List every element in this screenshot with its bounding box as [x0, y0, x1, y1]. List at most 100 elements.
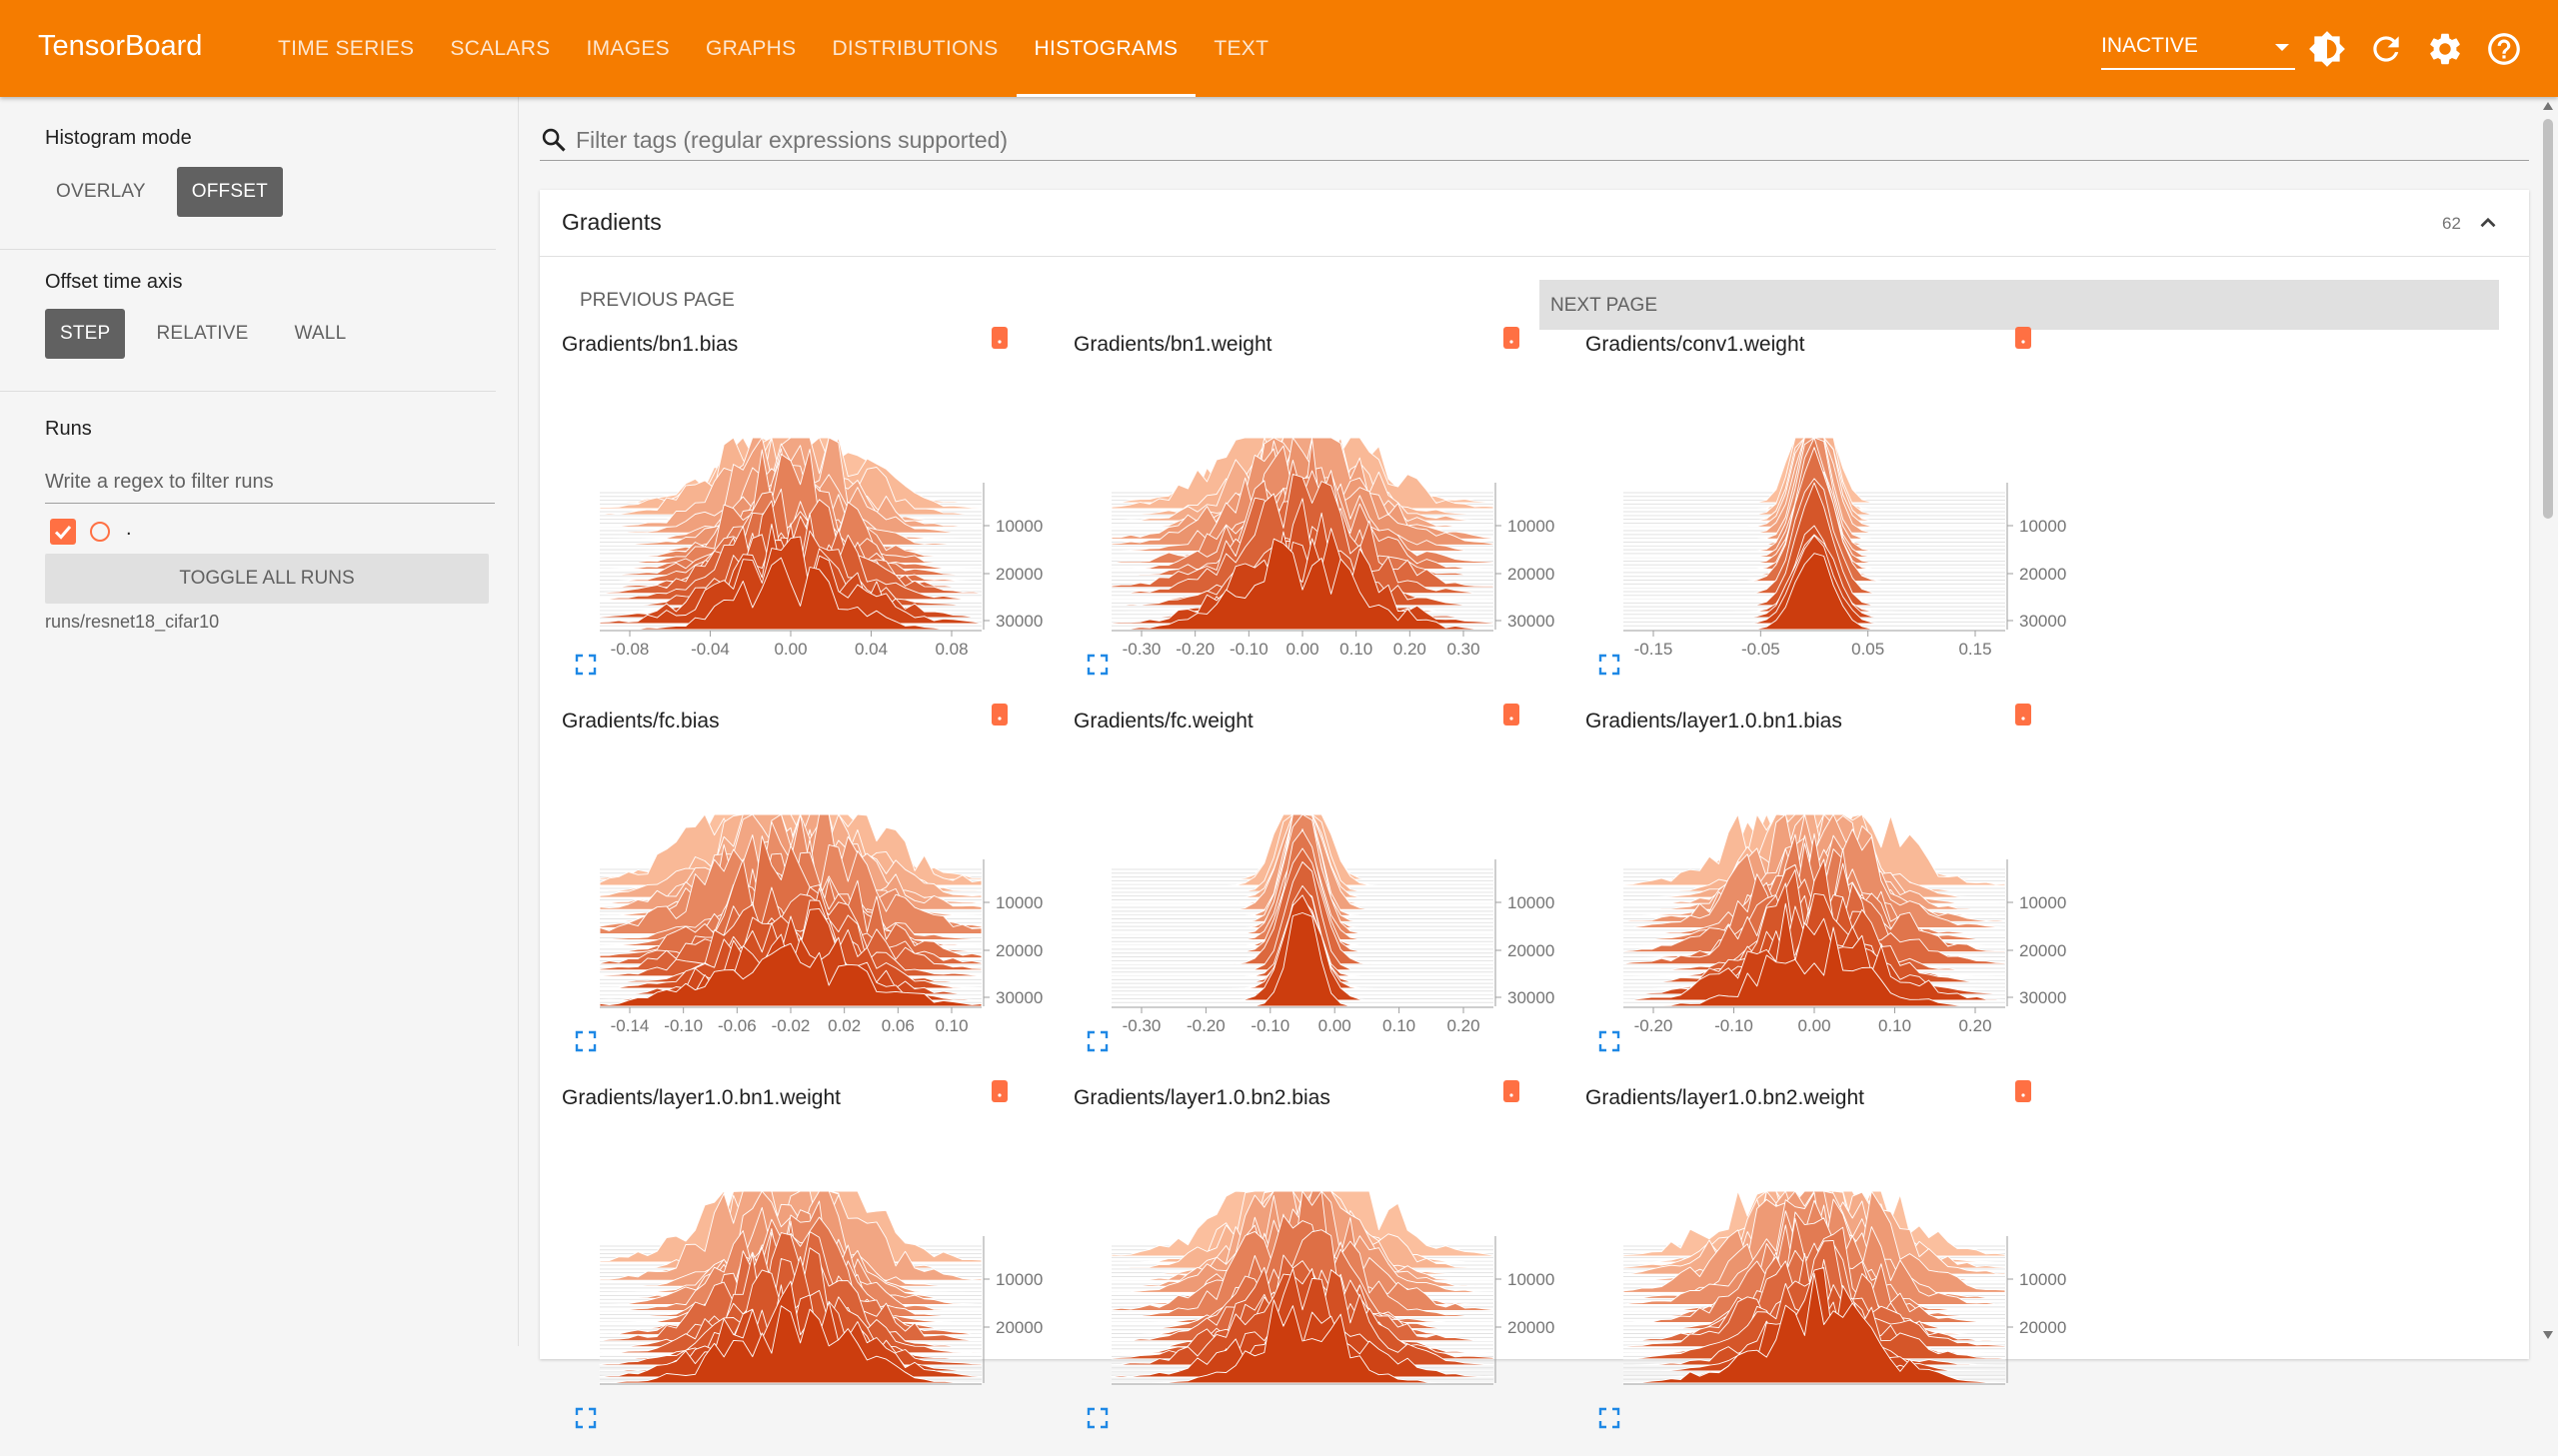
fullscreen-icon[interactable] [1597, 1029, 1621, 1053]
histogram-plot[interactable]: 10000 20000 30000 -0.14 -0.10 -0.06 -0.02 0.02 0… [562, 759, 1062, 1059]
x-tick-label: -0.30 [1123, 1016, 1162, 1035]
scroll-up-arrow-icon[interactable] [2542, 101, 2554, 111]
chevron-up-icon[interactable] [2475, 210, 2501, 236]
fullscreen-icon[interactable] [1086, 653, 1110, 677]
tab-time-series[interactable]: TIME SERIES [278, 36, 415, 60]
y-tick-label: 10000 [1507, 517, 1554, 536]
histogram-plot[interactable]: 10000 20000 30000 -0.30 -0.20 -0.10 0.00 0.10 0.… [1074, 759, 1573, 1059]
y-tick-label: 30000 [2019, 988, 2066, 1007]
x-tick-label: 0.00 [1285, 640, 1318, 659]
category-title: Gradients [562, 209, 662, 235]
help-icon[interactable] [2485, 30, 2523, 68]
histogram-title: Gradients/layer1.0.bn2.weight [1585, 1086, 1864, 1109]
dropdown-arrow-icon [2275, 44, 2289, 51]
run-color-badge-icon [1503, 704, 1519, 726]
histogram-slice [1622, 902, 2006, 1001]
category-header[interactable]: Gradients 62 [540, 190, 2529, 257]
fullscreen-icon[interactable] [1086, 1406, 1110, 1430]
run-color-badge-icon [992, 1080, 1008, 1102]
wall-button[interactable]: WALL [294, 323, 347, 344]
run-checkbox[interactable] [50, 519, 76, 545]
run-color-badge-icon [2015, 704, 2031, 726]
inactive-select-label: INACTIVE [2101, 34, 2198, 57]
x-tick-label: -0.20 [1187, 1016, 1226, 1035]
tab-text[interactable]: TEXT [1214, 36, 1270, 60]
x-tick-label: 0.20 [1958, 1016, 1991, 1035]
refresh-icon[interactable] [2367, 30, 2405, 68]
y-tick-label: 30000 [1507, 612, 1554, 631]
tab-images[interactable]: IMAGES [586, 36, 670, 60]
next-page-button[interactable]: NEXT PAGE [1539, 280, 2499, 330]
fullscreen-icon[interactable] [574, 1406, 598, 1430]
run-color-badge-icon [1503, 327, 1519, 349]
dashboard-tabs: TIME SERIES SCALARS IMAGES GRAPHS DISTRI… [260, 0, 1286, 97]
x-tick-label: 0.15 [1958, 640, 1991, 659]
run-color-badge-icon [1503, 1080, 1519, 1102]
histogram-plot[interactable]: 10000 20000 [1074, 1136, 1573, 1436]
y-tick-label: 20000 [1507, 565, 1554, 584]
y-tick-label: 10000 [2019, 517, 2066, 536]
histogram-plot[interactable]: 10000 20000 30000 -0.30 -0.20 -0.10 0.00 0.10 0.… [1074, 383, 1573, 683]
run-name-text: runs/resnet18_cifar10 [45, 612, 220, 632]
app-title: TensorBoard [38, 30, 203, 62]
tag-filter-input[interactable]: Filter tags (regular expressions support… [540, 118, 2529, 161]
tab-graphs[interactable]: GRAPHS [705, 36, 797, 60]
scroll-down-arrow-icon[interactable] [2542, 1330, 2554, 1340]
toggle-all-runs-button[interactable]: TOGGLE ALL RUNS [45, 554, 489, 604]
y-tick-label: 10000 [996, 517, 1043, 536]
fullscreen-icon[interactable] [1597, 1406, 1621, 1430]
histogram-mode-section: Histogram mode OVERLAY OFFSET [0, 97, 496, 250]
x-tick-label: 0.05 [1851, 640, 1884, 659]
y-tick-label: 30000 [2019, 612, 2066, 631]
previous-page-button[interactable]: PREVIOUS PAGE [580, 290, 735, 311]
step-button[interactable]: STEP [45, 309, 126, 359]
tab-scalars[interactable]: SCALARS [450, 36, 551, 60]
histogram-plot[interactable]: 10000 20000 30000 -0.08 -0.04 0.00 0.04 0.08 [562, 383, 1062, 683]
y-tick-label: 20000 [2019, 1318, 2066, 1337]
inactive-dashboards-select[interactable]: INACTIVE [2101, 34, 2295, 70]
x-tick-label: 0.10 [935, 1016, 968, 1035]
fullscreen-icon[interactable] [574, 653, 598, 677]
brightness-icon[interactable] [2308, 30, 2346, 68]
histogram-plot[interactable]: 10000 20000 30000 -0.15 -0.05 0.05 0.15 [1585, 383, 2085, 683]
time-axis-section: Offset time axis STEP RELATIVE WALL [0, 249, 496, 392]
x-tick-label: 0.10 [1339, 640, 1372, 659]
histogram-card: Gradients/layer1.0.bn1.bias 10000 20000 300… [1585, 704, 2085, 1079]
fullscreen-icon[interactable] [574, 1029, 598, 1053]
tab-distributions[interactable]: DISTRIBUTIONS [832, 36, 999, 60]
y-tick-label: 10000 [1507, 893, 1554, 912]
x-tick-label: -0.10 [664, 1016, 703, 1035]
scrollbar-thumb[interactable] [2543, 119, 2553, 519]
histogram-slice [1622, 926, 2006, 1007]
histogram-plot[interactable]: 10000 20000 30000 -0.20 -0.10 0.00 0.10 0.20 [1585, 759, 2085, 1059]
relative-button[interactable]: RELATIVE [156, 323, 249, 344]
tag-filter-placeholder: Filter tags (regular expressions support… [576, 127, 1009, 153]
page-scrollbar[interactable] [2538, 97, 2558, 1346]
run-color-badge-icon [992, 704, 1008, 726]
fullscreen-icon[interactable] [1597, 653, 1621, 677]
y-tick-label: 30000 [996, 612, 1043, 631]
overlay-button[interactable]: OVERLAY [56, 181, 146, 202]
x-tick-label: 0.08 [935, 640, 968, 659]
histogram-card: Gradients/layer1.0.bn2.weight 10000 20000 [1585, 1080, 2085, 1456]
histogram-plot[interactable]: 10000 20000 [562, 1136, 1062, 1436]
y-tick-label: 20000 [996, 941, 1043, 960]
histogram-slice [599, 536, 983, 625]
x-tick-label: -0.10 [1251, 1016, 1289, 1035]
offset-button[interactable]: OFFSET [176, 167, 283, 217]
gradients-category-card: Gradients 62 PREVIOUS PAGE NEXT PAGE Gra… [540, 190, 2529, 1429]
histogram-plot[interactable]: 10000 20000 [1585, 1136, 2085, 1436]
y-tick-label: 10000 [1507, 1270, 1554, 1289]
histogram-title: Gradients/bn1.bias [562, 333, 739, 356]
settings-icon[interactable] [2426, 30, 2464, 68]
next-page-label: NEXT PAGE [1550, 295, 1657, 316]
run-label: . [126, 518, 132, 540]
y-tick-label: 20000 [1507, 1318, 1554, 1337]
y-tick-label: 30000 [996, 988, 1043, 1007]
fullscreen-icon[interactable] [1086, 1029, 1110, 1053]
y-tick-label: 20000 [996, 1318, 1043, 1337]
tab-histograms[interactable]: HISTOGRAMS [1016, 0, 1197, 97]
run-color-circle-icon[interactable] [89, 521, 111, 543]
runs-filter-input[interactable]: Write a regex to filter runs [45, 465, 495, 504]
runs-title: Runs [45, 418, 92, 440]
